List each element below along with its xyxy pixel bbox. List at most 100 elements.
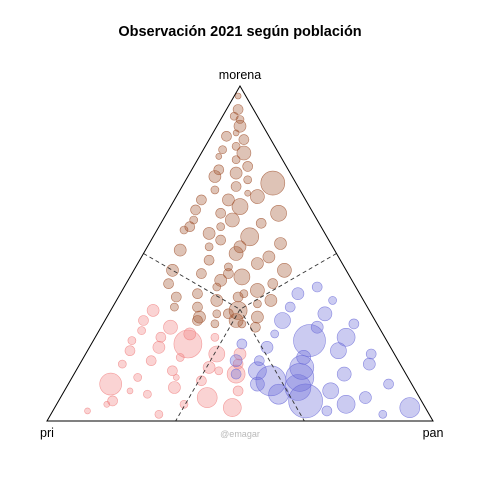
data-point-pri [167,365,178,377]
data-point-pri [84,407,91,415]
dashed-boundaries [143,253,337,422]
data-point-pan [293,324,326,357]
data-point-morena [208,170,222,183]
data-point-morena [170,302,179,312]
data-point-pri [202,361,216,374]
data-point-morena [196,194,207,206]
data-point-pri [152,340,166,354]
data-point-morena [215,234,226,246]
data-point-morena [236,145,252,161]
data-point-morena [223,308,234,320]
data-point-pan [362,357,376,371]
data-point-morena [221,131,232,142]
data-point-morena [231,198,249,215]
data-point-pan [322,382,340,400]
data-point-morena [204,242,214,252]
data-point-morena [166,263,179,277]
data-point-pan [270,329,280,339]
data-point-morena [215,153,223,160]
data-point-pri [208,345,226,363]
data-point-morena [213,164,225,176]
data-point-morena [240,227,259,247]
data-point-pan [284,301,296,313]
data-point-morena [237,319,247,329]
data-point-morena [234,92,242,100]
vertex-label-pan: pan [423,426,444,440]
data-point-pri [173,374,180,381]
credit-label: @emagar [220,429,260,439]
data-point-morena [212,282,222,292]
data-point-pri [223,398,242,417]
data-point-pri [163,319,178,335]
boundary-morena-pri [143,253,241,310]
data-point-pan [248,361,267,381]
data-point-morena [222,193,235,207]
data-point-pri [126,387,134,395]
data-point-pan [236,338,248,350]
vertex-label-pri: pri [40,426,54,440]
data-point-morena [184,221,196,232]
data-point-pan [317,306,333,322]
triangle-frame [46,84,434,422]
data-point-morena [218,145,227,154]
data-point-morena [212,309,222,319]
data-point-morena [171,291,182,303]
chart-title: Observación 2021 según población [118,24,361,40]
data-point-morena [179,225,189,235]
data-point-pri [118,359,127,369]
data-point-pan [365,348,377,360]
data-point-morena [255,218,267,229]
data-point-pan [311,281,323,293]
data-point-morena [251,257,264,270]
data-point-morena [210,185,220,195]
data-point-morena [228,246,244,261]
data-point-pan [296,349,312,365]
data-point-pan [359,391,372,404]
data-point-morena [243,175,252,185]
data-point-pri [226,364,246,384]
data-point-pan [268,383,289,405]
data-point-morena [242,161,253,172]
boundary-pan-inner [239,309,305,422]
data-point-pan [288,383,323,419]
data-point-pan [260,340,274,354]
data-point-morena [260,170,286,196]
data-point-pan [336,394,356,414]
boundary-morena-pan [239,253,337,310]
data-point-morena [250,321,261,333]
data-point-morena [244,189,251,197]
data-point-pri [138,315,149,326]
data-point-pan [229,354,243,368]
data-point-morena [193,310,206,324]
data-point-morena [264,294,278,307]
data-point-morena [202,227,216,240]
data-point-pan [336,327,356,347]
data-point-morena [233,240,247,254]
points-layer [84,92,421,419]
data-point-morena [229,111,239,121]
boundary-pri-inner [175,309,241,422]
data-point-pri [155,331,167,343]
data-point-morena [233,268,251,286]
data-point-pri [168,381,181,394]
data-point-morena [233,119,247,133]
data-point-morena [196,268,207,279]
vertex-label-morena: morena [219,68,261,82]
data-point-morena [192,301,203,313]
data-point-morena [230,181,242,192]
data-point-morena [250,189,265,204]
data-point-morena [270,205,287,222]
data-point-morena [253,299,262,309]
data-point-pan [310,320,324,334]
data-point-morena [274,237,287,250]
data-point-pan [255,365,287,397]
data-point-pri [107,395,118,407]
data-point-pan [399,397,421,418]
data-point-pan [321,405,333,417]
data-point-morena [173,243,187,257]
data-point-pri [196,375,207,387]
data-point-pri [175,353,185,362]
data-point-morena [210,319,220,329]
data-point-pan [330,342,347,360]
data-point-pri [146,304,160,317]
